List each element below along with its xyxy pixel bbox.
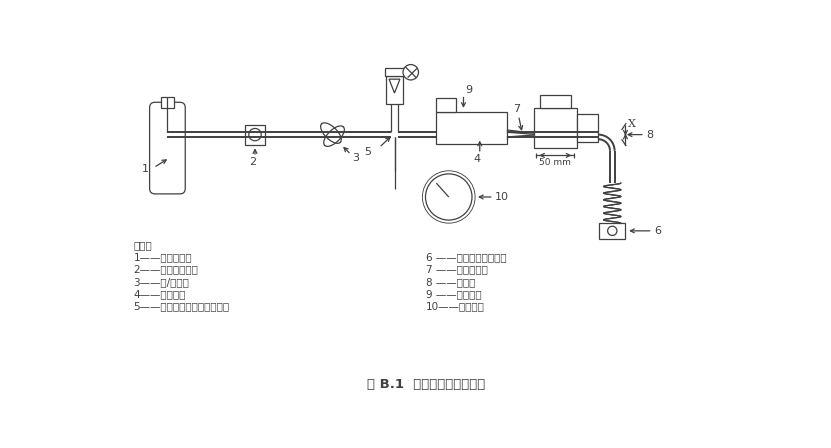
Text: 5: 5 [364,147,371,157]
Text: 10: 10 [495,192,509,202]
Text: 3——开/关阀；: 3——开/关阀； [133,277,189,287]
Bar [435,98,455,112]
Circle shape [422,171,475,223]
Circle shape [403,65,419,80]
FancyBboxPatch shape [150,102,185,194]
Text: 7 ——试验接头；: 7 ——试验接头； [425,264,487,274]
Bar [435,112,507,144]
Text: 说明：: 说明： [133,240,152,250]
Circle shape [248,129,261,141]
Text: 50 mm: 50 mm [539,158,571,167]
Text: 5——可调空气或氧气流量计；: 5——可调空气或氧气流量计； [133,302,229,311]
Text: 1——试验气体；: 1——试验气体； [133,252,192,262]
Bar [599,223,626,238]
Text: 7: 7 [513,104,519,114]
Circle shape [425,174,472,220]
Bar [577,114,598,142]
Text: 6: 6 [654,226,661,236]
Bar [386,69,404,76]
Text: 10——压力表。: 10——压力表。 [425,302,484,311]
Text: 8: 8 [647,129,653,140]
Text: 8 ——间距；: 8 ——间距； [425,277,475,287]
Text: 6 ——光滑的平行爺剪；: 6 ——光滑的平行爺剪； [425,252,506,262]
Polygon shape [389,79,400,93]
Text: 3: 3 [352,154,359,164]
Bar [245,125,265,145]
Text: 9: 9 [465,85,472,95]
Text: 1: 1 [142,164,150,174]
Text: 2: 2 [249,156,256,167]
Bar [534,108,577,148]
Text: 2——压力调节器；: 2——压力调节器； [133,264,199,274]
Text: 图 B.1  抗扁窪性测试连接图: 图 B.1 抗扁窪性测试连接图 [366,379,485,392]
Circle shape [607,226,617,236]
Text: 9 ——安装块；: 9 ——安装块； [425,289,481,299]
Text: X: X [627,119,636,129]
Bar [161,97,174,108]
Text: 4——试验管；: 4——试验管； [133,289,185,299]
Bar [386,76,403,104]
Bar [540,95,571,108]
Text: 4: 4 [474,154,481,164]
